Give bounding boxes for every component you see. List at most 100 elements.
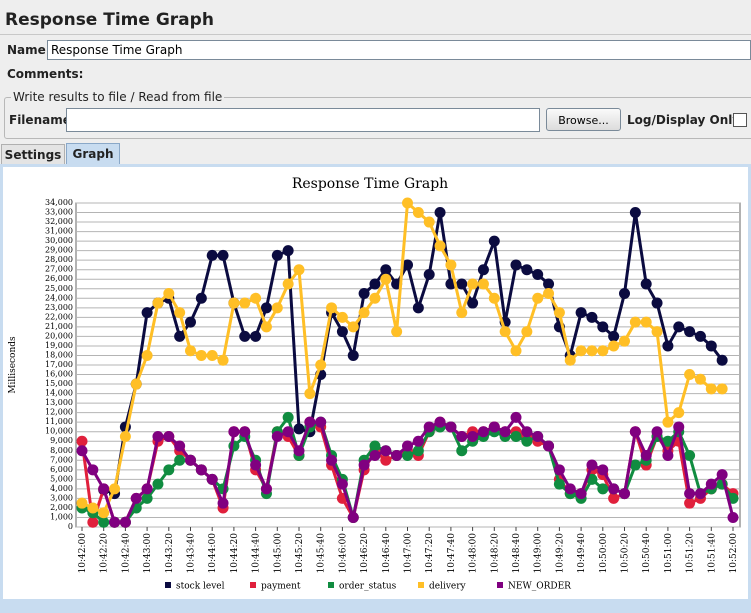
data-point <box>163 464 175 476</box>
x-tick-label: 10:44:20 <box>230 533 240 574</box>
y-tick-label: 17,000 <box>45 360 73 369</box>
checkbox[interactable] <box>733 113 747 127</box>
legend-label: stock level <box>176 582 225 592</box>
x-tick-label: 10:50:20 <box>621 533 631 574</box>
data-point <box>369 278 381 290</box>
y-tick-label: 5,000 <box>50 474 73 483</box>
data-point <box>76 445 88 457</box>
data-point <box>336 311 348 323</box>
data-point <box>228 426 240 438</box>
x-tick-label: 10:47:20 <box>425 533 435 574</box>
tab-settings[interactable]: Settings <box>1 144 65 165</box>
data-point <box>304 388 316 400</box>
x-tick-label: 10:43:20 <box>165 533 175 574</box>
filename-input[interactable] <box>66 108 540 132</box>
data-point <box>499 426 511 438</box>
y-tick-label: 13,000 <box>45 398 73 407</box>
data-point <box>347 511 359 523</box>
data-point <box>206 349 218 361</box>
data-point <box>402 450 413 462</box>
x-tick-label: 10:49:20 <box>555 533 565 574</box>
data-point <box>608 330 620 342</box>
data-point <box>195 292 207 304</box>
data-point <box>326 302 338 314</box>
data-point <box>434 416 446 428</box>
x-tick-label: 10:45:20 <box>295 533 305 574</box>
data-point <box>326 454 338 466</box>
y-tick-label: 7,000 <box>50 455 73 464</box>
x-tick-label: 10:51:20 <box>686 533 696 574</box>
data-point <box>456 430 468 442</box>
data-point <box>445 421 457 433</box>
data-point <box>380 445 392 457</box>
data-point <box>380 454 392 466</box>
tab-graph[interactable]: Graph <box>66 143 120 165</box>
data-point <box>499 326 511 338</box>
data-point <box>673 407 685 419</box>
x-tick-label: 10:52:00 <box>729 533 739 574</box>
y-tick-label: 11,000 <box>45 417 73 426</box>
data-point <box>488 292 500 304</box>
data-point <box>152 297 164 309</box>
data-point <box>716 383 728 395</box>
data-point <box>684 497 696 509</box>
data-point <box>217 249 229 261</box>
data-point <box>640 316 652 328</box>
x-tick-label: 10:45:00 <box>273 533 283 574</box>
y-tick-label: 28,000 <box>45 255 73 264</box>
y-tick-label: 30,000 <box>45 236 73 245</box>
legend-swatch <box>497 582 503 588</box>
legend-label: delivery <box>429 582 467 592</box>
x-tick-label: 10:46:00 <box>338 533 348 574</box>
data-point <box>629 207 641 219</box>
data-point <box>619 335 630 347</box>
x-tick-label: 10:49:40 <box>577 533 587 574</box>
data-point <box>456 445 468 457</box>
data-point <box>315 359 327 371</box>
data-point <box>651 426 663 438</box>
data-point <box>260 483 272 495</box>
data-point <box>619 288 630 300</box>
data-point <box>185 316 196 328</box>
data-point <box>87 464 99 476</box>
chart: Response Time Graph Milliseconds 01,0002… <box>3 167 748 599</box>
data-point <box>217 497 229 509</box>
data-point <box>423 268 435 280</box>
data-point <box>271 430 283 442</box>
browse-button[interactable]: Browse... <box>546 108 621 131</box>
data-point <box>564 354 576 366</box>
name-input[interactable]: Response Time Graph <box>47 40 751 60</box>
data-point <box>369 450 381 462</box>
data-point <box>239 297 251 309</box>
data-point <box>629 426 641 438</box>
data-point <box>521 264 533 276</box>
y-tick-label: 12,000 <box>45 408 73 417</box>
x-tick-label: 10:44:40 <box>252 533 262 574</box>
data-point <box>510 411 522 423</box>
data-point <box>575 345 587 357</box>
y-tick-label: 10,000 <box>45 427 73 436</box>
name-label: Name: <box>7 43 51 57</box>
data-point <box>271 302 283 314</box>
data-point <box>347 349 359 361</box>
data-point <box>250 330 262 342</box>
x-tick-label: 10:51:40 <box>707 533 717 574</box>
data-point <box>694 373 706 385</box>
data-point <box>662 450 674 462</box>
y-tick-label: 14,000 <box>45 389 73 398</box>
data-point <box>87 516 99 528</box>
data-point <box>98 483 110 495</box>
legend-label: order_status <box>339 582 397 592</box>
data-point <box>271 249 283 261</box>
data-point <box>640 278 652 290</box>
data-point <box>640 450 652 462</box>
y-tick-label: 19,000 <box>45 341 73 350</box>
y-axis-label: Milliseconds <box>8 336 18 394</box>
data-point <box>456 307 468 319</box>
data-point <box>195 349 207 361</box>
fieldset-legend: Write results to file / Read from file <box>11 90 225 104</box>
data-point <box>553 478 565 490</box>
data-point <box>673 321 685 333</box>
y-tick-label: 34,000 <box>45 198 73 207</box>
data-point <box>543 440 555 452</box>
